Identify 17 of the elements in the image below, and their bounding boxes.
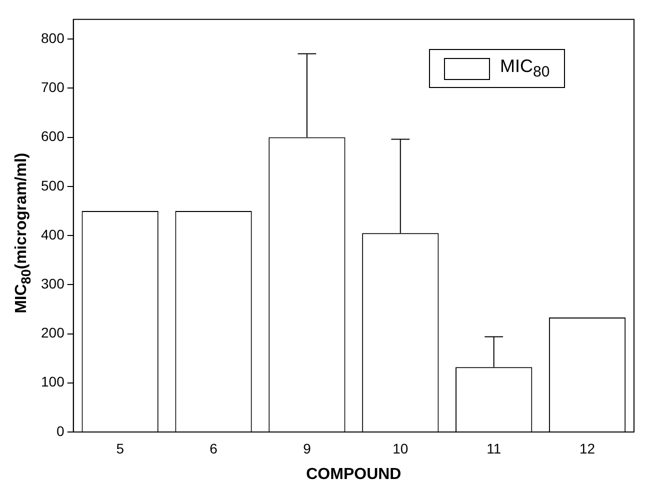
text: MIC$_{80}$ <box>500 56 550 81</box>
y-tick-label: 100 <box>41 374 65 390</box>
y-tick-label: 600 <box>41 128 65 144</box>
x-tick-label: 6 <box>210 440 218 456</box>
x-tick-label: 9 <box>303 440 312 456</box>
x-tick-label: 12 <box>579 440 596 456</box>
x-tick-label: 10 <box>392 440 408 456</box>
x-tick-label: 5 <box>116 440 124 456</box>
y-tick-label: 300 <box>41 276 65 292</box>
x-axis-title: COMPOUND <box>306 466 402 483</box>
y-tick-label: 400 <box>41 226 65 242</box>
y-tick-label: 700 <box>41 79 65 96</box>
y-tick-label: 200 <box>41 324 65 341</box>
y-tick-label: 0 <box>56 422 65 439</box>
y-tick-label: 800 <box>41 30 65 46</box>
y-tick-label: 500 <box>41 177 65 194</box>
x-tick-label: 11 <box>486 440 502 456</box>
